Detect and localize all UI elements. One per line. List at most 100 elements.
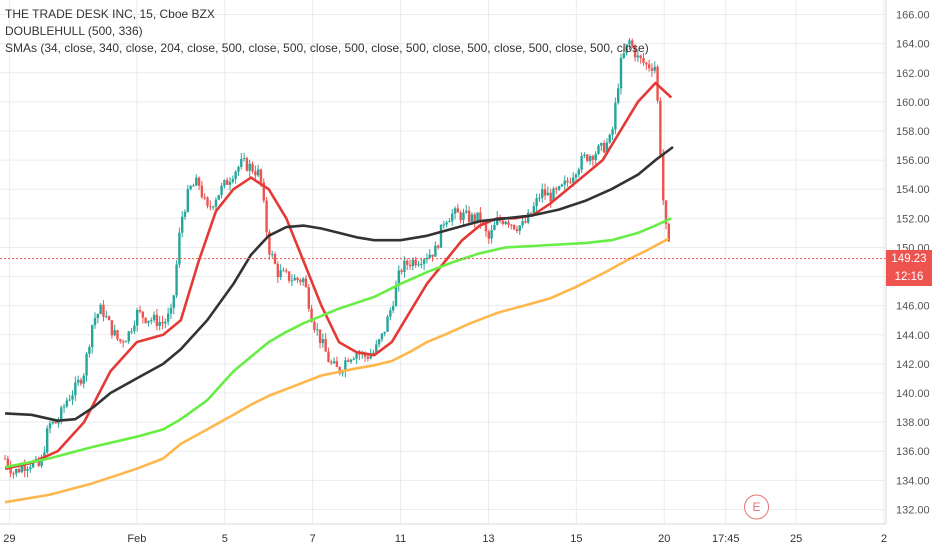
candle-body <box>476 212 479 222</box>
candle-body <box>3 458 7 460</box>
candle-body <box>175 264 178 296</box>
sma-legend[interactable]: SMAs (34, close, 340, close, 204, close,… <box>5 41 649 55</box>
candle-body <box>507 221 510 225</box>
time-tick-label: 15 <box>570 533 582 545</box>
candle-body <box>99 304 102 315</box>
candle-body <box>119 339 122 342</box>
doublehull-legend[interactable]: DOUBLEHULL (500, 336) <box>5 24 143 38</box>
event-label: E <box>753 500 761 514</box>
candle-body <box>532 206 536 214</box>
indicator-line <box>4 81 673 470</box>
candle-body <box>96 314 100 319</box>
candle-body <box>155 314 159 327</box>
symbol-title[interactable]: THE TRADE DESK INC, 15, Cboe BZX <box>5 7 215 21</box>
candle-body <box>543 189 547 196</box>
candle-body <box>614 102 617 130</box>
candle-body <box>321 339 325 343</box>
candle-body <box>591 156 595 160</box>
candle-body <box>633 46 637 58</box>
candle-body <box>563 180 566 185</box>
time-tick-label: 17:45 <box>712 533 740 545</box>
price-tick-label: 166.00 <box>896 10 930 22</box>
candle-body <box>403 260 406 272</box>
candle-body <box>200 185 204 198</box>
candle-body <box>583 154 586 157</box>
candle-body <box>529 212 533 214</box>
candle-body <box>518 225 521 231</box>
candle-body <box>664 200 668 224</box>
candle-body <box>375 344 378 353</box>
candle-body <box>271 254 274 256</box>
candle-body <box>369 354 372 359</box>
candle-body <box>242 158 246 160</box>
candle-body <box>546 192 550 196</box>
candle-body <box>639 55 642 59</box>
candle-body <box>226 180 229 185</box>
candle-body <box>580 156 583 170</box>
candle-body <box>496 217 499 225</box>
time-axis[interactable]: 29 Feb 5 7 11 13 15 20 17:45 25 2 <box>3 533 887 545</box>
candle-body <box>628 40 631 45</box>
candle-body <box>121 341 125 343</box>
candle-body <box>62 406 66 408</box>
candle-body <box>169 307 173 314</box>
candle-body <box>178 232 181 265</box>
candle-body <box>422 259 426 265</box>
candle-body <box>262 182 265 201</box>
time-tick-label: 5 <box>222 533 228 545</box>
candle-body <box>152 314 156 320</box>
candle-body <box>557 186 561 190</box>
candle-body <box>234 171 237 179</box>
price-tick-label: 142.00 <box>896 359 930 371</box>
candle-body <box>144 317 147 323</box>
time-tick-label: 11 <box>395 533 406 545</box>
price-tick-label: 144.00 <box>896 330 930 342</box>
candle-body <box>223 180 226 186</box>
candle-body <box>124 341 128 343</box>
candle-body <box>510 224 513 226</box>
candle-body <box>88 347 91 354</box>
candle-body <box>625 44 628 54</box>
candle-body <box>15 468 18 474</box>
candle-body <box>307 287 310 309</box>
candle-body <box>600 142 603 146</box>
candle-body <box>493 224 496 231</box>
candle-body <box>113 330 116 336</box>
indicator-line <box>4 237 670 504</box>
candle-body <box>571 177 575 183</box>
last-price-badge: 149.23 <box>886 249 932 268</box>
candle-body <box>549 192 552 202</box>
candle-body <box>93 318 97 326</box>
candle-body <box>133 325 136 332</box>
candle-body <box>304 278 308 288</box>
candle-body <box>57 421 60 424</box>
candle-body <box>605 142 609 153</box>
candle-body <box>60 407 63 422</box>
candle-body <box>43 452 46 457</box>
candle-body <box>265 200 268 233</box>
candle-body <box>217 194 220 200</box>
candle-body <box>130 331 133 333</box>
candle-body <box>555 188 558 190</box>
candle-body <box>512 224 516 230</box>
candle-body <box>515 229 519 231</box>
candle-body <box>619 57 623 89</box>
candle-body <box>411 259 415 267</box>
candle-body <box>29 467 32 470</box>
candle-body <box>181 216 184 233</box>
candle-body <box>552 188 555 202</box>
candle-body <box>23 465 26 471</box>
candle-body <box>110 320 114 336</box>
candle-body <box>335 361 339 368</box>
candle-body <box>467 210 471 223</box>
candle-body <box>237 166 240 172</box>
price-tick-label: 160.00 <box>896 97 930 109</box>
candle-body <box>164 321 167 324</box>
candle-body <box>389 310 392 317</box>
candle-body <box>338 367 341 374</box>
earnings-event-marker[interactable]: E <box>744 494 770 520</box>
chart-legend: THE TRADE DESK INC, 15, Cboe BZX DOUBLEH… <box>5 6 649 57</box>
price-tick-label: 156.00 <box>896 155 930 167</box>
candle-body <box>653 66 656 71</box>
